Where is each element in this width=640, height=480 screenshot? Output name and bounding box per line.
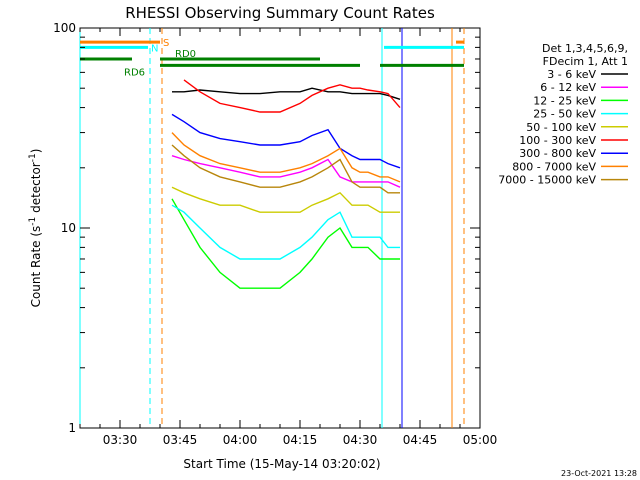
x-tick-label-6: 05:00 — [463, 433, 498, 447]
series-line-2 — [171, 198, 400, 289]
x-tick-label-0: 03:30 — [103, 433, 138, 447]
series-line-6 — [171, 113, 401, 169]
y-tick-label-1: 10 — [61, 221, 76, 235]
x-axis-label: Start Time (15-May-14 03:20:02) — [183, 457, 380, 471]
legend-label-6: 300 - 800 keV — [519, 147, 596, 160]
series-line-1 — [171, 155, 401, 188]
y-axis-label-sup1: -1 — [28, 217, 38, 226]
legend-label-1: 6 - 12 keV — [540, 81, 596, 94]
series-line-0 — [172, 87, 401, 100]
series-line-5 — [183, 79, 401, 113]
legend-label-3: 25 - 50 keV — [533, 108, 596, 121]
x-tick-label-5: 04:45 — [403, 433, 438, 447]
x-tick-label-1: 03:45 — [163, 433, 198, 447]
series-line-4 — [171, 186, 400, 213]
y-axis: 1 10 100 — [53, 21, 480, 435]
chart-title: RHESSI Observing Summary Count Rates — [125, 4, 435, 22]
x-tick-label-2: 04:00 — [223, 433, 258, 447]
data-series — [171, 79, 401, 289]
legend-header-2: FDecim 1, Att 1 — [543, 55, 628, 68]
legend-label-0: 3 - 6 keV — [547, 68, 596, 81]
status-label-s: S — [163, 38, 169, 49]
y-axis-label-tail: detector — [29, 162, 43, 217]
series-line-7 — [171, 132, 401, 183]
x-tick-label-4: 04:30 — [343, 433, 378, 447]
plot-area — [79, 27, 481, 429]
footer-timestamp: 23-Oct-2021 13:28 — [561, 469, 637, 478]
x-axis: 03:30 03:45 04:00 04:15 04:30 04:45 05:00 — [79, 28, 498, 447]
legend: Det 1,3,4,5,6,9, FDecim 1, Att 1 3 - 6 k… — [498, 42, 628, 187]
legend-label-4: 50 - 100 keV — [526, 121, 596, 134]
y-tick-label-2: 100 — [53, 21, 76, 35]
status-bars: SN RD0 RD6 — [80, 38, 464, 78]
series-line-8 — [171, 144, 400, 194]
legend-label-7: 800 - 7000 keV — [512, 160, 596, 173]
legend-label-2: 12 - 25 keV — [533, 94, 596, 107]
legend-header-1: Det 1,3,4,5,6,9, — [542, 42, 628, 55]
status-label-rd0: RD0 — [175, 49, 196, 60]
y-axis-label-end: ) — [29, 149, 43, 154]
status-label-n: N — [151, 43, 158, 54]
y-axis-label: Count Rate (s-1 detector-1) — [28, 149, 43, 308]
legend-label-8: 7000 - 15000 keV — [498, 174, 596, 187]
series-line-3 — [171, 204, 400, 260]
x-tick-label-3: 04:15 — [283, 433, 318, 447]
y-tick-label-0: 1 — [68, 421, 76, 435]
status-label-rd6: RD6 — [124, 67, 145, 78]
y-axis-label-sup2: -1 — [28, 153, 38, 162]
legend-label-5: 100 - 300 keV — [519, 134, 596, 147]
y-axis-label-main: Count Rate (s — [29, 226, 43, 308]
